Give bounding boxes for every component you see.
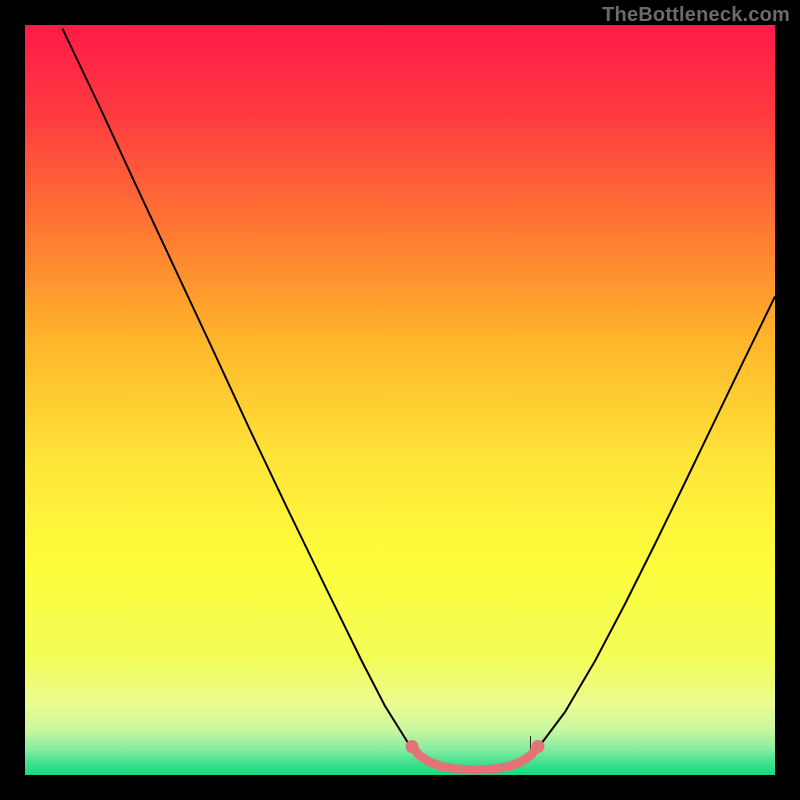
watermark-text: TheBottleneck.com xyxy=(602,4,790,27)
chart-background xyxy=(25,25,775,775)
marker-end-right xyxy=(532,740,545,753)
chart-svg xyxy=(25,25,775,775)
chart-frame: TheBottleneck.com xyxy=(0,0,800,800)
marker-end-left xyxy=(406,740,419,753)
plot-area xyxy=(25,25,775,775)
